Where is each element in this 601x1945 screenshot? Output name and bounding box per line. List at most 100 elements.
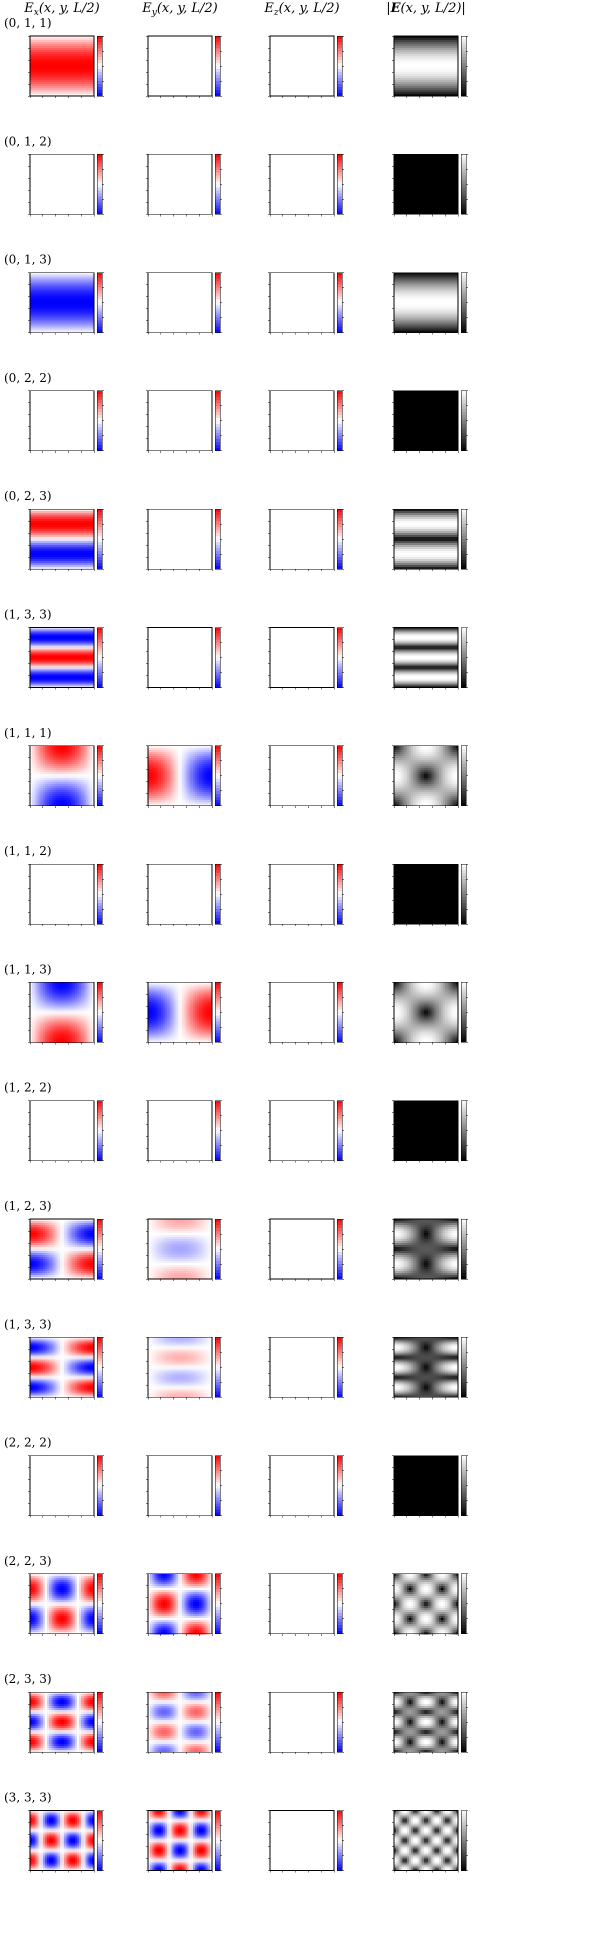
colorbar-cell: [337, 303, 342, 306]
colorbar-cell: [97, 54, 102, 57]
colorbar-cell: [337, 51, 342, 54]
header-args: (x, y, L/2)|: [401, 1, 466, 16]
colorbar-cell: [461, 36, 466, 39]
colorbar-cell: [97, 75, 102, 78]
colorbar-cell: [461, 436, 466, 439]
colorbar-cell: [97, 178, 102, 181]
colorbar-cell: [337, 187, 342, 190]
colorbar-cell: [97, 187, 102, 190]
colorbar-cell: [337, 157, 342, 160]
colorbar-cell: [461, 66, 466, 69]
colorbar-cell: [97, 285, 102, 288]
colorbar-cell: [215, 315, 220, 318]
heatmap-empty: [270, 36, 334, 96]
colorbar-cell: [97, 282, 102, 285]
colorbar-cell: [461, 45, 466, 48]
colorbar-cell: [97, 442, 102, 445]
colorbar-cell: [97, 276, 102, 279]
column-header: Ez(x, y, L/2): [263, 1, 339, 18]
colorbar-cell: [337, 306, 342, 309]
colorbar-cell: [461, 397, 466, 400]
colorbar-cell: [337, 72, 342, 75]
colorbar-cell: [215, 276, 220, 279]
colorbar-cell: [97, 436, 102, 439]
colorbar-cell: [461, 321, 466, 324]
header-args: (x, y, L/2): [279, 1, 340, 16]
header-symbol: E: [23, 1, 34, 16]
colorbar-cell: [337, 321, 342, 324]
colorbar-cell: [97, 45, 102, 48]
colorbar-cell: [337, 154, 342, 157]
row-panels: [28, 391, 468, 453]
colorbar-cell: [215, 202, 220, 205]
colorbar-cell: [97, 84, 102, 87]
colorbar-cell: [337, 172, 342, 175]
colorbar-cell: [97, 60, 102, 63]
colorbar-cell: [97, 205, 102, 208]
colorbar-cell: [461, 181, 466, 184]
colorbar-cell: [215, 39, 220, 42]
colorbar-cell: [461, 288, 466, 291]
colorbar-cell: [215, 87, 220, 90]
colorbar-cell: [461, 196, 466, 199]
colorbar-cell: [215, 160, 220, 163]
colorbar-cell: [461, 84, 466, 87]
colorbar-cell: [461, 297, 466, 300]
colorbar-cell: [97, 87, 102, 90]
colorbar-cell: [215, 193, 220, 196]
colorbar-cell: [97, 430, 102, 433]
colorbar-cell: [215, 72, 220, 75]
colorbar-cell: [97, 190, 102, 193]
colorbar-cell: [461, 324, 466, 327]
column-header: |E(x, y, L/2)|: [386, 1, 466, 16]
colorbar-cell: [215, 63, 220, 66]
heatmap-empty: [148, 36, 212, 96]
colorbar-cell: [337, 42, 342, 45]
colorbar-cell: [97, 199, 102, 202]
colorbar-cell: [97, 433, 102, 436]
header-args: (x, y, L/2): [157, 1, 218, 16]
row-panels: [28, 273, 468, 335]
colorbar-cell: [215, 273, 220, 276]
colorbar-cell: [215, 397, 220, 400]
colorbar-cell: [97, 81, 102, 84]
colorbar-cell: [337, 75, 342, 78]
colorbar-cell: [337, 208, 342, 211]
colorbar-cell: [215, 312, 220, 315]
colorbar-cell: [337, 169, 342, 172]
colorbar-cell: [337, 48, 342, 51]
colorbar-cell: [337, 196, 342, 199]
colorbar-cell: [97, 421, 102, 424]
colorbar-cell: [337, 273, 342, 276]
colorbar-cell: [461, 172, 466, 175]
colorbar-cell: [215, 199, 220, 202]
colorbar-cell: [461, 303, 466, 306]
colorbar-cell: [97, 208, 102, 211]
heatmap-empty: [394, 154, 458, 214]
row-panels: [28, 509, 468, 571]
colorbar-cell: [337, 69, 342, 72]
colorbar-cell: [97, 294, 102, 297]
colorbar-cell: [215, 297, 220, 300]
colorbar-cell: [461, 309, 466, 312]
colorbar-cell: [337, 445, 342, 448]
colorbar-cell: [337, 54, 342, 57]
colorbar-cell: [337, 78, 342, 81]
heatmap-empty: [270, 273, 334, 333]
colorbar-cell: [97, 166, 102, 169]
header-symbol: E: [263, 1, 274, 16]
colorbar-cell: [215, 285, 220, 288]
colorbar-cell: [97, 273, 102, 276]
colorbar-cell: [97, 300, 102, 303]
colorbar-cell: [215, 163, 220, 166]
colorbar-cell: [215, 48, 220, 51]
colorbar-cell: [337, 324, 342, 327]
colorbar-cell: [337, 276, 342, 279]
colorbar-cell: [97, 169, 102, 172]
colorbar-cell: [97, 406, 102, 409]
colorbar-cell: [97, 42, 102, 45]
heatmap-empty: [394, 391, 458, 451]
colorbar-cell: [337, 175, 342, 178]
colorbar-cell: [337, 436, 342, 439]
colorbar-cell: [337, 391, 342, 394]
